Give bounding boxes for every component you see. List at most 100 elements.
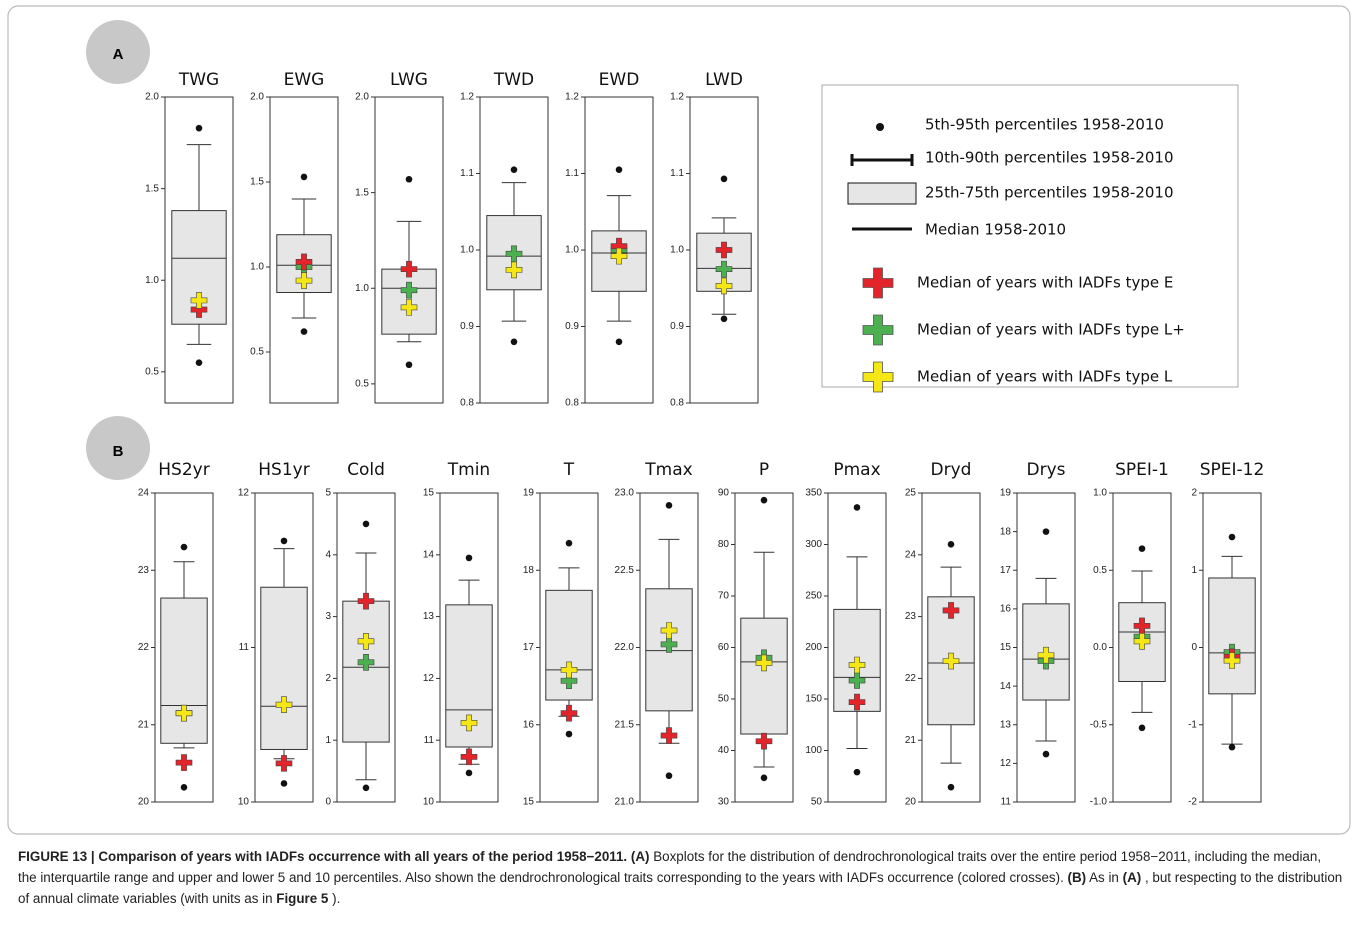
- chart-title: LWG: [390, 70, 428, 90]
- y-tick-label: 0.8: [460, 398, 474, 409]
- percentile-dot: [1042, 528, 1050, 535]
- y-tick-label: 5: [325, 488, 331, 499]
- percentile-dot: [510, 338, 518, 346]
- percentile-dot: [195, 359, 203, 366]
- y-tick-label: 15: [523, 797, 535, 808]
- y-tick-label: 22: [905, 673, 917, 684]
- median-cross: [460, 714, 478, 732]
- iqr-box: [342, 600, 390, 743]
- median-cross: [295, 272, 313, 289]
- median-cross: [357, 654, 375, 671]
- y-tick-label: 1.2: [670, 92, 684, 103]
- median-cross: [610, 247, 628, 265]
- median-cross: [715, 277, 733, 295]
- legend-label: Median of years with IADFs type L+: [917, 321, 1185, 339]
- y-tick-label: 11: [424, 735, 435, 746]
- y-tick-label: 1.5: [145, 183, 159, 194]
- y-tick-label: 14: [423, 549, 435, 560]
- y-tick-label: 1.0: [1093, 488, 1107, 499]
- median-cross: [295, 253, 313, 271]
- y-tick-label: 13: [423, 611, 435, 622]
- chart-title: SPEI-12: [1200, 460, 1265, 480]
- y-tick-label: 1: [1191, 565, 1197, 576]
- plot-frame: [164, 96, 234, 404]
- y-tick-label: 0.5: [250, 347, 264, 358]
- caption-text: As in: [1089, 870, 1119, 885]
- percentile-dot: [947, 783, 955, 791]
- legend-dot: [876, 123, 884, 131]
- y-tick-label: -2: [1188, 797, 1197, 808]
- percentile-dot: [300, 328, 308, 335]
- y-tick-label: 1.2: [565, 92, 579, 103]
- median-cross: [357, 633, 375, 650]
- y-tick-label: 25: [905, 488, 917, 499]
- caption: FIGURE 13 | Comparison of years with IAD…: [18, 846, 1343, 909]
- percentile-dot: [665, 502, 673, 509]
- y-tick-label: 10: [238, 797, 250, 808]
- percentile-dot: [362, 784, 370, 792]
- legend-box-swatch: [847, 182, 917, 205]
- percentile-dot: [720, 175, 728, 183]
- percentile-dot: [405, 175, 413, 183]
- median-cross: [848, 656, 866, 674]
- median-cross: [357, 592, 375, 610]
- percentile-dot: [853, 768, 861, 776]
- median-cross: [560, 661, 578, 679]
- y-tick-label: 11: [1001, 797, 1012, 808]
- median-cross: [175, 754, 193, 771]
- chart-title: Cold: [347, 460, 385, 480]
- chart-title: Drys: [1027, 460, 1066, 480]
- percentile-dot: [280, 537, 288, 545]
- median-cross: [942, 652, 960, 670]
- y-tick-label: 1.5: [355, 187, 369, 198]
- y-tick-label: 2: [1191, 488, 1197, 499]
- y-tick-label: 1.0: [460, 245, 474, 256]
- y-tick-label: 21.5: [615, 719, 635, 730]
- y-tick-label: 11: [239, 642, 250, 653]
- percentile-dot: [465, 554, 473, 562]
- y-tick-label: 4: [325, 549, 331, 560]
- panel-badge: [86, 416, 150, 480]
- percentile-dot: [947, 540, 955, 548]
- chart-title: Tmax: [644, 460, 692, 480]
- caption-text: Boxplots for the distribution of dendroc…: [18, 849, 1322, 885]
- y-tick-label: 20: [138, 797, 150, 808]
- legend-label: 25th-75th percentiles 1958-2010: [925, 184, 1174, 202]
- percentile-dot: [1228, 533, 1236, 541]
- y-tick-label: 22.5: [615, 565, 635, 576]
- median-cross: [275, 755, 293, 772]
- y-tick-label: 200: [805, 642, 822, 653]
- y-tick-label: 0.5: [1093, 565, 1107, 576]
- y-tick-label: 1.2: [460, 92, 474, 103]
- legend-label: Median of years with IADFs type L: [917, 368, 1173, 386]
- percentile-dot: [465, 769, 473, 777]
- median-cross: [190, 292, 208, 309]
- iqr-box: [645, 588, 693, 712]
- iqr-box: [160, 597, 208, 744]
- legend-cross: [862, 361, 894, 393]
- chart-title: HS1yr: [258, 460, 309, 480]
- percentile-dot: [1138, 545, 1146, 552]
- y-tick-label: 0.5: [355, 379, 369, 390]
- median-cross: [715, 260, 733, 278]
- y-tick-label: 1.1: [460, 168, 474, 179]
- median-cross: [400, 260, 418, 278]
- percentile-dot: [1042, 750, 1050, 758]
- percentile-dot: [565, 539, 573, 547]
- y-tick-label: 22: [138, 642, 150, 653]
- percentile-dot: [1228, 743, 1236, 751]
- percentile-dot: [362, 520, 370, 528]
- plot-frame: [921, 492, 981, 803]
- median-cross: [715, 241, 733, 259]
- y-tick-label: 2.0: [145, 92, 159, 103]
- y-tick-label: 1.0: [355, 283, 369, 294]
- y-tick-label: 18: [523, 565, 535, 576]
- caption-text: Figure 5: [276, 891, 329, 906]
- y-tick-label: 1.0: [670, 245, 684, 256]
- percentile-dot: [565, 730, 573, 738]
- y-tick-label: 15: [1000, 642, 1012, 653]
- y-tick-label: 16: [523, 719, 535, 730]
- y-tick-label: 0: [325, 797, 331, 808]
- y-tick-label: 15: [423, 488, 435, 499]
- median-cross: [755, 732, 773, 750]
